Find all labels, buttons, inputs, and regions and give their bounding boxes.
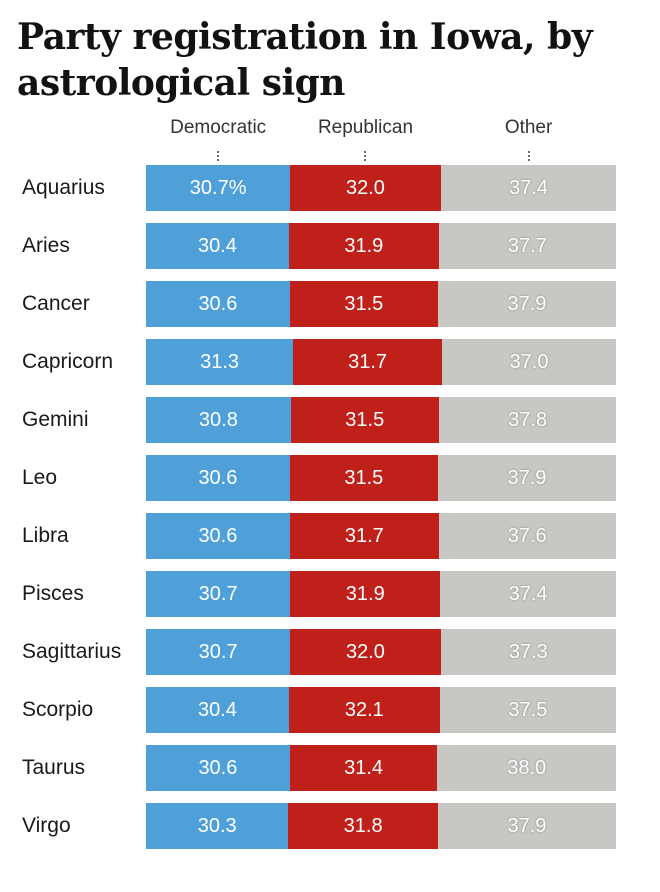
bar-segment-leo-democratic: 30.6 (146, 455, 290, 501)
row-label-leo: Leo (22, 466, 58, 489)
row-label-virgo: Virgo (22, 814, 71, 837)
bar-segment-taurus-democratic: 30.6 (146, 745, 290, 791)
row-label-capricorn: Capricorn (22, 350, 114, 373)
bar-segment-virgo-other: 37.9 (437, 803, 616, 849)
column-header-dots-democratic (217, 150, 220, 162)
column-header-dots-other (527, 150, 530, 162)
row-label-libra: Libra (22, 524, 69, 547)
bar-segment-gemini-republican: 31.5 (290, 397, 439, 443)
bar-segment-sagittarius-republican: 32.0 (290, 629, 441, 675)
chart-title: Party registration in Iowa, by astrologi… (17, 16, 593, 104)
bar-segment-cancer-democratic: 30.6 (146, 281, 290, 327)
bar-segment-scorpio-democratic: 30.4 (146, 687, 289, 733)
row-label-sagittarius: Sagittarius (22, 640, 122, 663)
column-header-other: Other (504, 117, 553, 138)
row-label-gemini: Gemini (22, 408, 89, 431)
bar-segment-virgo-democratic: 30.3 (146, 803, 289, 849)
column-header-republican: Republican (317, 117, 414, 138)
bar-segment-taurus-other: 38.0 (437, 745, 616, 791)
bar-segment-pisces-other: 37.4 (440, 571, 616, 617)
column-header-democratic: Democratic (170, 117, 267, 138)
bar-segment-aries-republican: 31.9 (288, 223, 439, 269)
bar-segment-gemini-other: 37.8 (438, 397, 617, 443)
bar-segment-cancer-other: 37.9 (437, 281, 616, 327)
bar-segment-taurus-republican: 31.4 (289, 745, 438, 791)
bar-segment-pisces-republican: 31.9 (290, 571, 441, 617)
bar-segment-virgo-republican: 31.8 (288, 803, 438, 849)
row-label-cancer: Cancer (22, 292, 90, 315)
bar-segment-cancer-republican: 31.5 (289, 281, 438, 327)
bar-segment-libra-republican: 31.7 (289, 513, 439, 559)
row-label-aquarius: Aquarius (22, 176, 105, 199)
bar-segment-gemini-democratic: 30.8 (146, 397, 291, 443)
bar-segment-sagittarius-democratic: 30.7 (146, 629, 291, 675)
bar-segment-scorpio-republican: 32.1 (288, 687, 440, 733)
bar-segment-capricorn-other: 37.0 (442, 339, 616, 385)
bar-segment-aries-other: 37.7 (438, 223, 616, 269)
row-label-scorpio: Scorpio (22, 698, 94, 721)
bar-segment-scorpio-other: 37.5 (439, 687, 616, 733)
bar-segment-leo-republican: 31.5 (289, 455, 438, 501)
row-label-pisces: Pisces (22, 582, 84, 605)
bar-segment-sagittarius-other: 37.3 (440, 629, 616, 675)
row-label-aries: Aries (22, 234, 70, 257)
column-header-dots-republican (364, 150, 367, 162)
bar-segment-libra-democratic: 30.6 (146, 513, 290, 559)
row-label-taurus: Taurus (22, 756, 86, 779)
bar-segment-libra-other: 37.6 (438, 513, 616, 559)
bar-segment-aries-democratic: 30.4 (146, 223, 289, 269)
bar-segment-aquarius-other: 37.4 (440, 165, 617, 211)
bar-segment-leo-other: 37.9 (437, 455, 616, 501)
bar-segment-capricorn-republican: 31.7 (293, 339, 443, 385)
bar-segment-aquarius-democratic: 30.7% (146, 165, 291, 211)
bar-segment-pisces-democratic: 30.7 (146, 571, 291, 617)
bar-segment-capricorn-democratic: 31.3 (146, 339, 294, 385)
bar-segment-aquarius-republican: 32.0 (290, 165, 441, 211)
